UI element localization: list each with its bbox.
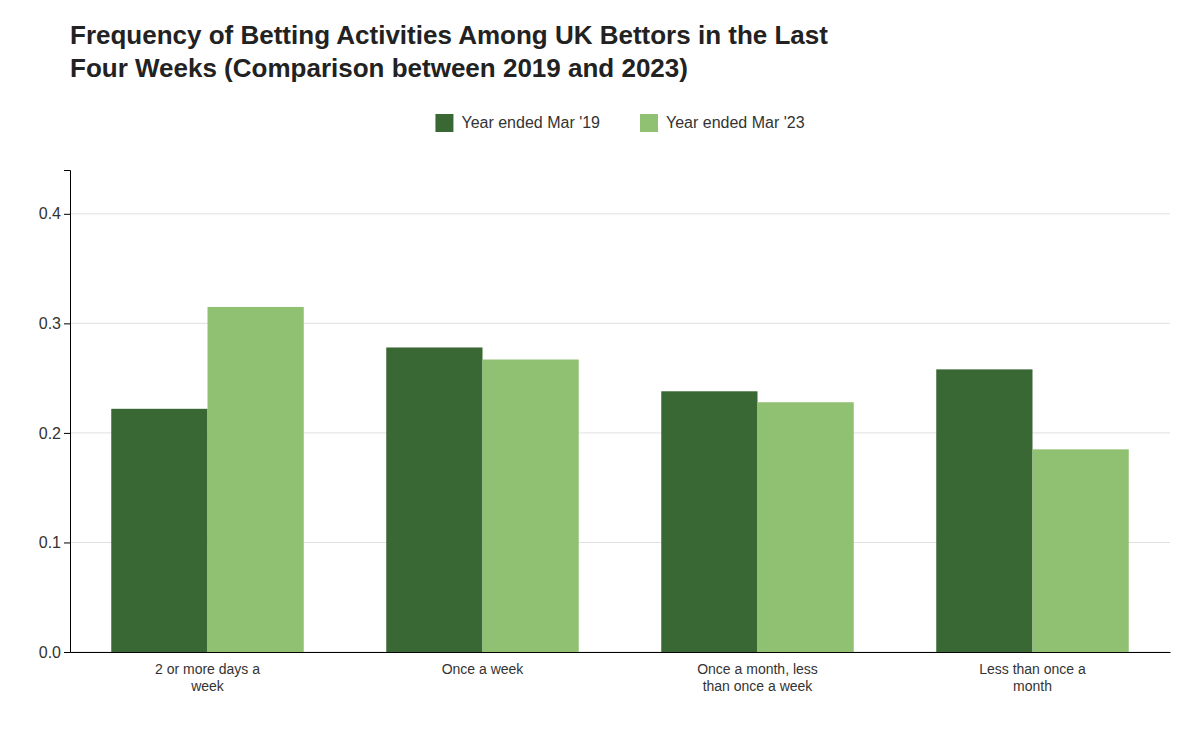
legend-item: Year ended Mar '19	[435, 114, 600, 132]
x-tick: Once a week	[442, 661, 525, 677]
bar	[208, 307, 304, 652]
y-tick-mark	[64, 323, 70, 324]
x-tick-label-line: 2 or more days a	[155, 661, 260, 677]
series	[208, 307, 1129, 652]
y-tick-mark	[64, 542, 70, 543]
y-tick: 0.4	[39, 205, 70, 222]
grid-line	[70, 213, 1170, 214]
legend-swatch	[640, 114, 658, 132]
chart-container: Frequency of Betting Activities Among UK…	[0, 0, 1200, 742]
x-tick-label-line: month	[1013, 678, 1052, 694]
legend-item: Year ended Mar '23	[640, 114, 805, 132]
bar	[483, 360, 579, 652]
plot: 0.0 0.1 0.2 0.3 0.4 2 or more days aweek Once …	[39, 171, 1171, 694]
x-tick-label-line: week	[190, 678, 225, 694]
y-tick-label: 0.3	[39, 315, 61, 332]
legend-swatch	[435, 114, 453, 132]
y-axis: 0.0 0.1 0.2 0.3 0.4	[39, 171, 71, 661]
bar	[386, 347, 482, 652]
x-tick-label-line: Less than once a	[979, 661, 1086, 677]
x-tick: 2 or more days aweek	[155, 661, 260, 694]
grid	[70, 214, 1170, 652]
x-tick-label: 2 or more days aweek	[155, 661, 260, 694]
title-line: Frequency of Betting Activities Among UK…	[70, 20, 828, 50]
bar	[661, 391, 757, 652]
x-axis: 2 or more days aweek Once a week Once a mo…	[71, 653, 1171, 694]
y-tick-label: 0.1	[39, 534, 61, 551]
x-tick: Once a month, lessthan once a week	[697, 661, 818, 694]
y-tick: 0.0	[39, 644, 70, 661]
y-tick: 0.2	[39, 425, 70, 442]
bars	[111, 307, 1129, 652]
bar	[936, 369, 1032, 652]
y-tick-label: 0.4	[39, 205, 61, 222]
x-tick-label-line: Once a month, less	[697, 661, 818, 677]
y-axis-line	[64, 171, 71, 653]
y-tick-mark	[64, 433, 70, 434]
x-tick: Less than once amonth	[979, 661, 1086, 694]
y-tick-label: 0.2	[39, 425, 61, 442]
y-tick: 0.1	[39, 534, 70, 551]
y-tick-mark	[64, 652, 70, 653]
bar	[1033, 449, 1129, 652]
x-tick-label: Less than once amonth	[979, 661, 1086, 694]
legend-label: Year ended Mar '19	[461, 114, 600, 131]
x-tick-label: Once a month, lessthan once a week	[697, 661, 818, 694]
x-tick-label-line: Once a week	[442, 661, 525, 677]
x-axis-line	[71, 652, 1171, 653]
y-tick-mark	[64, 214, 70, 215]
bar	[111, 409, 207, 652]
x-tick-label: Once a week	[442, 661, 525, 677]
legend-label: Year ended Mar '23	[666, 114, 805, 131]
legend: Year ended Mar '19 Year ended Mar '23	[435, 114, 804, 132]
title-line: Four Weeks (Comparison between 2019 and …	[70, 53, 688, 83]
title: Frequency of Betting Activities Among UK…	[70, 20, 828, 83]
y-tick: 0.3	[39, 315, 70, 332]
y-tick-label: 0.0	[39, 644, 61, 661]
bar	[758, 402, 854, 652]
chart-svg: Frequency of Betting Activities Among UK…	[0, 0, 1200, 742]
x-tick-label-line: than once a week	[703, 678, 814, 694]
